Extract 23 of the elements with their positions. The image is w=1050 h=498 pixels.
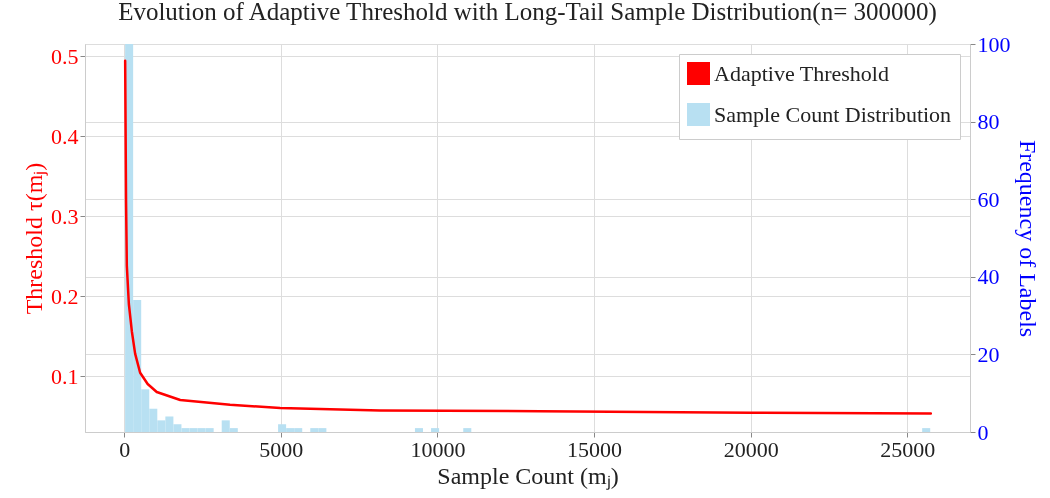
x-axis-title: Sample Count (mⱼ)	[437, 462, 619, 490]
x-tick-label: 5000	[259, 436, 304, 462]
y-axis-title: Threshold τ(mⱼ)	[21, 162, 48, 315]
y-tick-label: 0.2	[51, 283, 79, 309]
x-tick-label: 10000	[410, 436, 466, 462]
y-tick-label: 0.1	[51, 363, 79, 389]
legend-label: Adaptive Threshold	[714, 60, 889, 86]
x-tick-label: 25000	[880, 436, 936, 462]
y-tick-label: 0.3	[51, 203, 79, 229]
y2-tick-label: 100	[977, 31, 1011, 57]
y-tick-label: 0.4	[51, 123, 79, 149]
y2-tick-label: 20	[977, 341, 1000, 367]
y2-tick-label: 60	[977, 186, 1000, 212]
chart-title: Evolution of Adaptive Threshold with Long-Tail Sample Distribution(n= 300000)	[118, 0, 937, 26]
x-tick-label: 15000	[567, 436, 623, 462]
y2-tick-label: 80	[977, 109, 1000, 135]
y-tick-label: 0.5	[51, 43, 79, 69]
y2-axis-title: Frequency of Labels	[1014, 139, 1041, 338]
y2-tick-label: 0	[977, 419, 989, 445]
y2-tick-label: 40	[977, 264, 1000, 290]
x-tick-label: 20000	[723, 436, 779, 462]
x-tick-label: 0	[119, 436, 131, 462]
legend-label: Sample Count Distribution	[714, 101, 952, 127]
